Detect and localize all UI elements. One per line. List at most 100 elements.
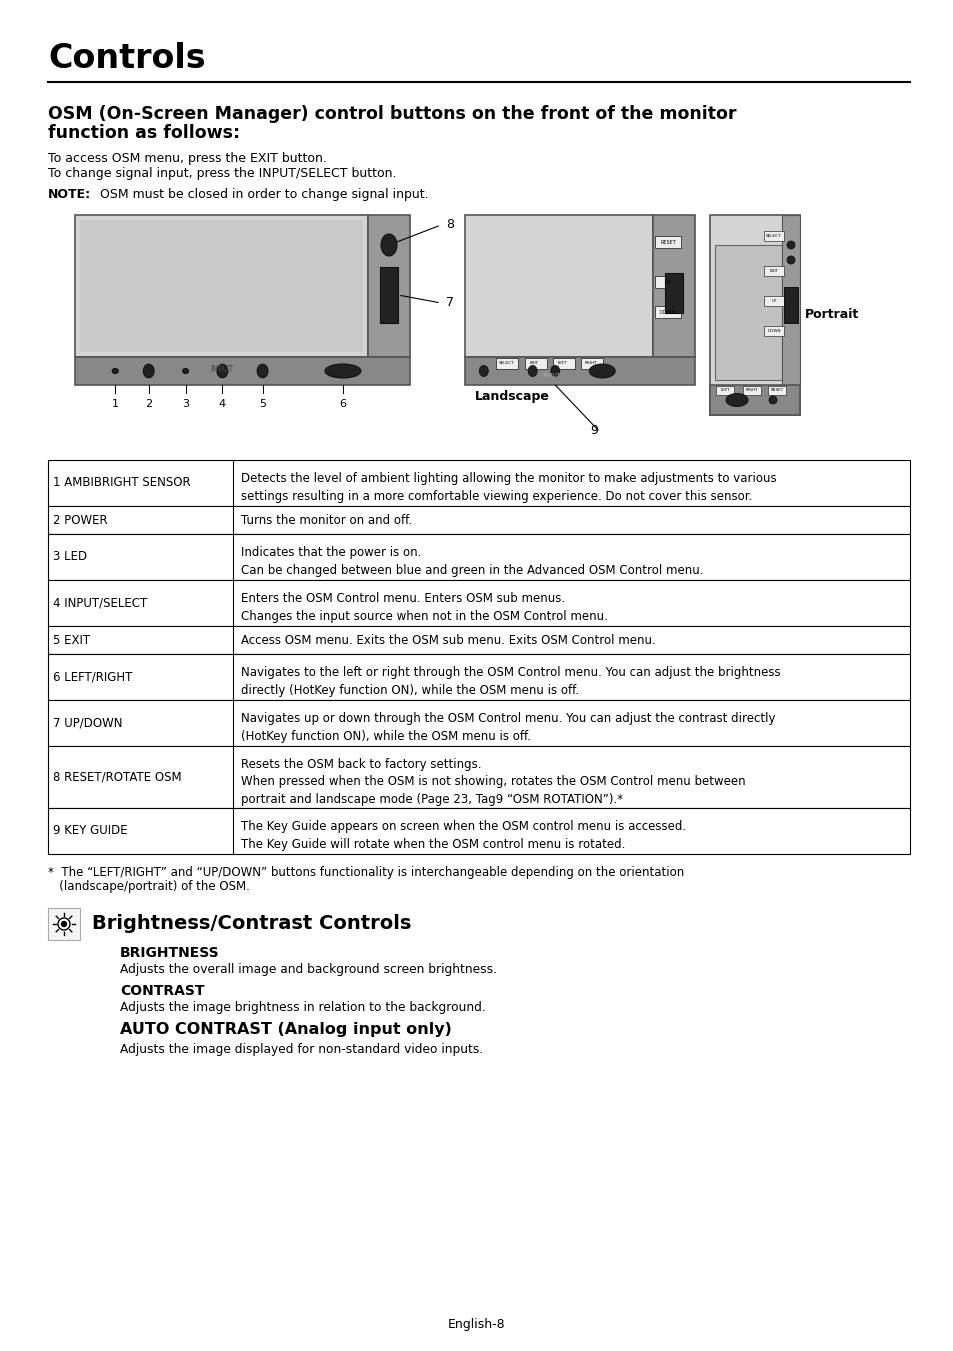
Text: RESET: RESET [770, 388, 783, 392]
Text: RESET: RESET [659, 239, 675, 245]
Bar [48, 507, 909, 534]
Bar [48, 746, 909, 808]
Text: 3 LED: 3 LED [53, 550, 87, 563]
Text: DOWN: DOWN [766, 330, 780, 332]
Text: 1: 1 [112, 399, 118, 409]
Bar [48, 459, 909, 507]
Ellipse shape [478, 366, 488, 377]
Bar [655, 276, 680, 288]
Bar [496, 358, 517, 369]
Text: Portrait: Portrait [804, 308, 859, 322]
Circle shape [58, 917, 70, 929]
Text: SELECT: SELECT [498, 361, 514, 365]
Bar [742, 386, 760, 394]
Text: directly (HotKey function ON), while the OSM menu is off.: directly (HotKey function ON), while the… [241, 685, 578, 697]
Text: OSM must be closed in order to change signal input.: OSM must be closed in order to change si… [100, 188, 428, 201]
Ellipse shape [325, 363, 360, 378]
Text: DOWN: DOWN [659, 309, 676, 315]
Text: function as follows:: function as follows: [48, 124, 240, 142]
Text: BRIGHTNESS: BRIGHTNESS [120, 946, 219, 961]
Text: portrait and landscape mode (Page 23, Tag9 “OSM ROTATION”).*: portrait and landscape mode (Page 23, Ta… [241, 793, 623, 807]
Text: Brightness/Contrast Controls: Brightness/Contrast Controls [91, 915, 411, 934]
Ellipse shape [550, 366, 559, 377]
Text: 7: 7 [446, 296, 454, 309]
Text: LEFT: LEFT [720, 388, 729, 392]
Text: OSM (On-Screen Manager) control buttons on the front of the monitor: OSM (On-Screen Manager) control buttons … [48, 105, 736, 123]
Bar [709, 385, 800, 415]
Ellipse shape [528, 366, 537, 377]
Bar [48, 534, 909, 580]
Bar [652, 215, 695, 357]
Text: EXIT: EXIT [769, 269, 778, 273]
Bar [763, 296, 783, 305]
Text: (landscape/portrait) of the OSM.: (landscape/portrait) of the OSM. [48, 880, 250, 893]
Text: 6: 6 [339, 399, 346, 409]
Text: Turns the monitor on and off.: Turns the monitor on and off. [241, 513, 412, 527]
Bar [368, 215, 410, 357]
Text: Navigates to the left or right through the OSM Control menu. You can adjust the : Navigates to the left or right through t… [241, 666, 781, 680]
Text: INPUT: INPUT [541, 373, 560, 378]
Ellipse shape [216, 365, 228, 378]
Ellipse shape [725, 393, 747, 407]
Text: UP: UP [770, 299, 776, 303]
Text: Indicates that the power is on.: Indicates that the power is on. [241, 546, 421, 559]
Ellipse shape [257, 365, 268, 378]
Text: Controls: Controls [48, 42, 206, 76]
Bar [655, 305, 680, 317]
Bar [48, 808, 909, 854]
Ellipse shape [380, 234, 396, 255]
Text: 9: 9 [589, 423, 598, 436]
Text: The Key Guide appears on screen when the OSM control menu is accessed.: The Key Guide appears on screen when the… [241, 820, 686, 834]
Bar [48, 908, 80, 940]
Bar [48, 654, 909, 700]
Circle shape [786, 255, 794, 263]
Text: To change signal input, press the INPUT/SELECT button.: To change signal input, press the INPUT/… [48, 168, 396, 180]
Ellipse shape [589, 363, 615, 378]
Text: Adjusts the image brightness in relation to the background.: Adjusts the image brightness in relation… [120, 1001, 485, 1015]
Text: NOTE:: NOTE: [48, 188, 91, 201]
Bar [763, 326, 783, 336]
Bar [464, 215, 652, 357]
Text: Changes the input source when not in the OSM Control menu.: Changes the input source when not in the… [241, 611, 608, 623]
Text: SELECT: SELECT [765, 234, 781, 238]
Bar [781, 215, 800, 385]
Text: Access OSM menu. Exits the OSM sub menu. Exits OSM Control menu.: Access OSM menu. Exits the OSM sub menu.… [241, 634, 656, 647]
Text: 5 EXIT: 5 EXIT [53, 634, 90, 647]
Text: 8 RESET/ROTATE OSM: 8 RESET/ROTATE OSM [53, 770, 181, 784]
Text: RIGHT: RIGHT [584, 361, 597, 365]
Text: INPUT: INPUT [210, 365, 233, 374]
Text: English-8: English-8 [448, 1319, 505, 1331]
Bar [664, 273, 682, 313]
Text: settings resulting in a more comfortable viewing experience. Do not cover this s: settings resulting in a more comfortable… [241, 490, 752, 504]
Ellipse shape [143, 365, 154, 378]
Text: Navigates up or down through the OSM Control menu. You can adjust the contrast d: Navigates up or down through the OSM Con… [241, 712, 775, 725]
Bar [763, 266, 783, 276]
Text: Adjusts the image displayed for non-standard video inputs.: Adjusts the image displayed for non-stan… [120, 1043, 483, 1056]
Bar [655, 236, 680, 249]
Text: Enters the OSM Control menu. Enters OSM sub menus.: Enters the OSM Control menu. Enters OSM … [241, 592, 565, 605]
Text: Resets the OSM back to factory settings.: Resets the OSM back to factory settings. [241, 758, 481, 770]
Bar [763, 231, 783, 240]
Bar [75, 357, 410, 385]
Bar [48, 626, 909, 654]
Bar [709, 215, 800, 415]
Text: 1 AMBIBRIGHT SENSOR: 1 AMBIBRIGHT SENSOR [53, 477, 191, 489]
Ellipse shape [112, 369, 118, 373]
Bar [552, 358, 574, 369]
Bar [379, 267, 397, 323]
Text: Can be changed between blue and green in the Advanced OSM Control menu.: Can be changed between blue and green in… [241, 565, 703, 577]
Text: LEFT: LEFT [558, 361, 567, 365]
Text: UP: UP [664, 280, 671, 285]
Circle shape [786, 240, 794, 249]
Text: 4: 4 [218, 399, 226, 409]
Text: Detects the level of ambient lighting allowing the monitor to make adjustments t: Detects the level of ambient lighting al… [241, 471, 776, 485]
Text: *  The “LEFT/RIGHT” and “UP/DOWN” buttons functionality is interchangeable depen: * The “LEFT/RIGHT” and “UP/DOWN” buttons… [48, 866, 683, 880]
Bar [716, 386, 733, 394]
Bar [48, 700, 909, 746]
Text: To access OSM menu, press the EXIT button.: To access OSM menu, press the EXIT butto… [48, 153, 327, 165]
Text: The Key Guide will rotate when the OSM control menu is rotated.: The Key Guide will rotate when the OSM c… [241, 839, 625, 851]
Text: EXIT: EXIT [530, 361, 538, 365]
Text: 6 LEFT/RIGHT: 6 LEFT/RIGHT [53, 670, 132, 684]
Text: 5: 5 [259, 399, 266, 409]
Text: 2 POWER: 2 POWER [53, 513, 108, 527]
